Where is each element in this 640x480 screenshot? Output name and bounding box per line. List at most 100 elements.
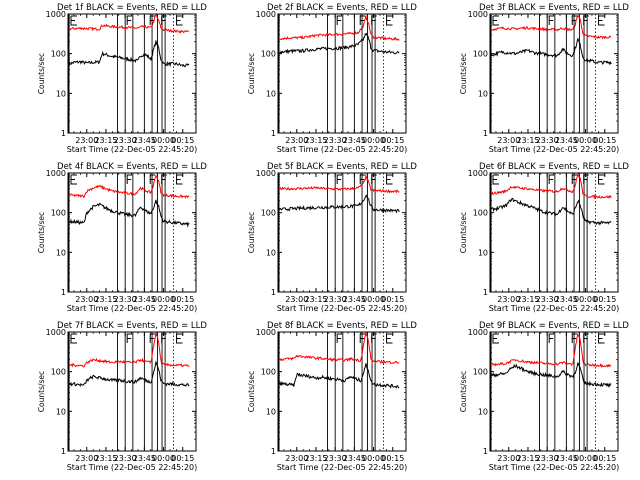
y-tick-label: 100: [261, 209, 276, 218]
chart-title-7: Det 7f BLACK = Events, RED = LLD: [57, 321, 207, 331]
flag-f-mark: [126, 333, 133, 343]
y-axis-label: Counts/sec: [37, 371, 46, 412]
y-tick-label: 100: [261, 368, 276, 377]
y-tick-label: 10: [266, 248, 276, 257]
flag-e-mark: [70, 15, 77, 26]
flag-f-mark: [149, 15, 156, 25]
x-tick-label: 23:00: [285, 136, 308, 145]
flag-f-mark: [571, 15, 578, 25]
flag-f-mark: [161, 333, 167, 343]
x-tick-label: 23:45: [555, 136, 578, 145]
y-axis-label: Counts/sec: [247, 212, 256, 253]
y-tick-label: 10: [56, 407, 66, 416]
x-axis-label: Start Time (22-Dec-05 22:45:20): [277, 304, 408, 313]
series-line-events: [490, 197, 612, 226]
chart-title-4: Det 4f BLACK = Events, RED = LLD: [57, 162, 207, 172]
y-tick-label: 100: [261, 50, 276, 59]
x-tick-label: 00:15: [171, 454, 194, 463]
x-tick-label: 23:45: [133, 295, 156, 304]
flag-f-mark: [371, 15, 377, 25]
y-tick-label: 1: [483, 288, 488, 297]
y-tick-label: 1000: [46, 10, 66, 19]
flag-e-mark: [492, 174, 499, 185]
chart-title-6: Det 6f BLACK = Events, RED = LLD: [479, 162, 629, 172]
y-tick-label: 1000: [468, 169, 488, 178]
plot-frame-1: [67, 13, 197, 134]
flag-f-mark: [571, 174, 578, 184]
x-tick-label: 23:15: [304, 295, 327, 304]
x-tick-label: 23:45: [133, 136, 156, 145]
flag-f-mark: [359, 15, 366, 25]
y-tick-label: 10: [56, 89, 66, 98]
chart-panel-2: Det 2f BLACK = Events, RED = LLD 1 10 100 10…: [247, 3, 417, 154]
x-tick-label: 23:45: [133, 454, 156, 463]
y-tick-label: 100: [473, 50, 488, 59]
x-tick-label: 00:15: [381, 295, 404, 304]
chart-panel-7: Det 7f BLACK = Events, RED = LLD 1 10 100 10…: [37, 321, 207, 472]
y-axis-label: Counts/sec: [247, 371, 256, 412]
x-tick-label: 00:00: [574, 295, 597, 304]
y-tick-label: 100: [473, 368, 488, 377]
x-tick-label: 23:15: [304, 136, 327, 145]
plot-frame-7: [67, 331, 197, 452]
y-tick-label: 1000: [46, 328, 66, 337]
flag-e-mark: [386, 174, 393, 185]
y-tick-label: 10: [478, 407, 488, 416]
x-tick-label: 00:00: [362, 295, 385, 304]
y-axis-label: Counts/sec: [37, 212, 46, 253]
series-line-events: [490, 362, 612, 388]
flag-f-mark: [359, 174, 366, 184]
plot-frame-4: [67, 172, 197, 293]
y-tick-label: 10: [478, 248, 488, 257]
series-line-events: [68, 199, 190, 228]
series-line-lld: [490, 173, 612, 200]
series-line-lld: [68, 332, 190, 368]
x-tick-label: 23:15: [304, 454, 327, 463]
x-tick-label: 23:30: [324, 136, 347, 145]
series-line-lld: [278, 15, 400, 41]
x-tick-label: 00:00: [574, 454, 597, 463]
chart-panel-8: Det 8f BLACK = Events, RED = LLD 1 10 100 10…: [247, 321, 417, 472]
chart-panel-6: Det 6f BLACK = Events, RED = LLD 1 10 100 10…: [459, 162, 629, 313]
plot-frame-9: [489, 331, 619, 452]
y-tick-label: 1: [61, 288, 66, 297]
y-tick-label: 1000: [256, 10, 276, 19]
y-tick-label: 1: [61, 447, 66, 456]
chart-panel-4: Det 4f BLACK = Events, RED = LLD 1 10 100 10…: [37, 162, 207, 313]
plot-frame-8: [277, 331, 407, 452]
x-tick-label: 23:30: [324, 454, 347, 463]
series-line-lld: [68, 175, 190, 199]
y-tick-label: 10: [478, 89, 488, 98]
x-tick-label: 23:30: [536, 295, 559, 304]
flag-f-mark: [336, 15, 343, 25]
x-tick-label: 23:00: [497, 295, 520, 304]
x-tick-label: 23:45: [343, 454, 366, 463]
x-tick-label: 23:45: [555, 454, 578, 463]
x-tick-label: 23:30: [536, 454, 559, 463]
plot-frame-2: [277, 13, 407, 134]
x-axis-label: Start Time (22-Dec-05 22:45:20): [489, 463, 620, 472]
series-line-events: [278, 32, 400, 55]
x-tick-label: 00:15: [171, 136, 194, 145]
series-line-lld: [278, 332, 400, 365]
y-tick-label: 1000: [468, 10, 488, 19]
flag-f-mark: [161, 15, 167, 25]
y-tick-label: 100: [473, 209, 488, 218]
flag-e-mark: [176, 174, 183, 185]
x-tick-label: 23:45: [343, 295, 366, 304]
x-tick-label: 23:00: [75, 295, 98, 304]
plot-frame-6: [489, 172, 619, 293]
series-line-events: [490, 37, 612, 66]
y-tick-label: 1: [271, 129, 276, 138]
y-axis-label: Counts/sec: [459, 371, 468, 412]
y-tick-label: 100: [51, 209, 66, 218]
x-axis-label: Start Time (22-Dec-05 22:45:20): [67, 463, 198, 472]
flag-f-mark: [126, 15, 133, 25]
x-tick-label: 23:30: [324, 295, 347, 304]
x-tick-label: 00:00: [362, 454, 385, 463]
x-axis-label: Start Time (22-Dec-05 22:45:20): [277, 463, 408, 472]
flag-e-mark: [598, 174, 605, 185]
x-tick-label: 23:15: [94, 136, 117, 145]
flag-e-mark: [70, 174, 77, 185]
